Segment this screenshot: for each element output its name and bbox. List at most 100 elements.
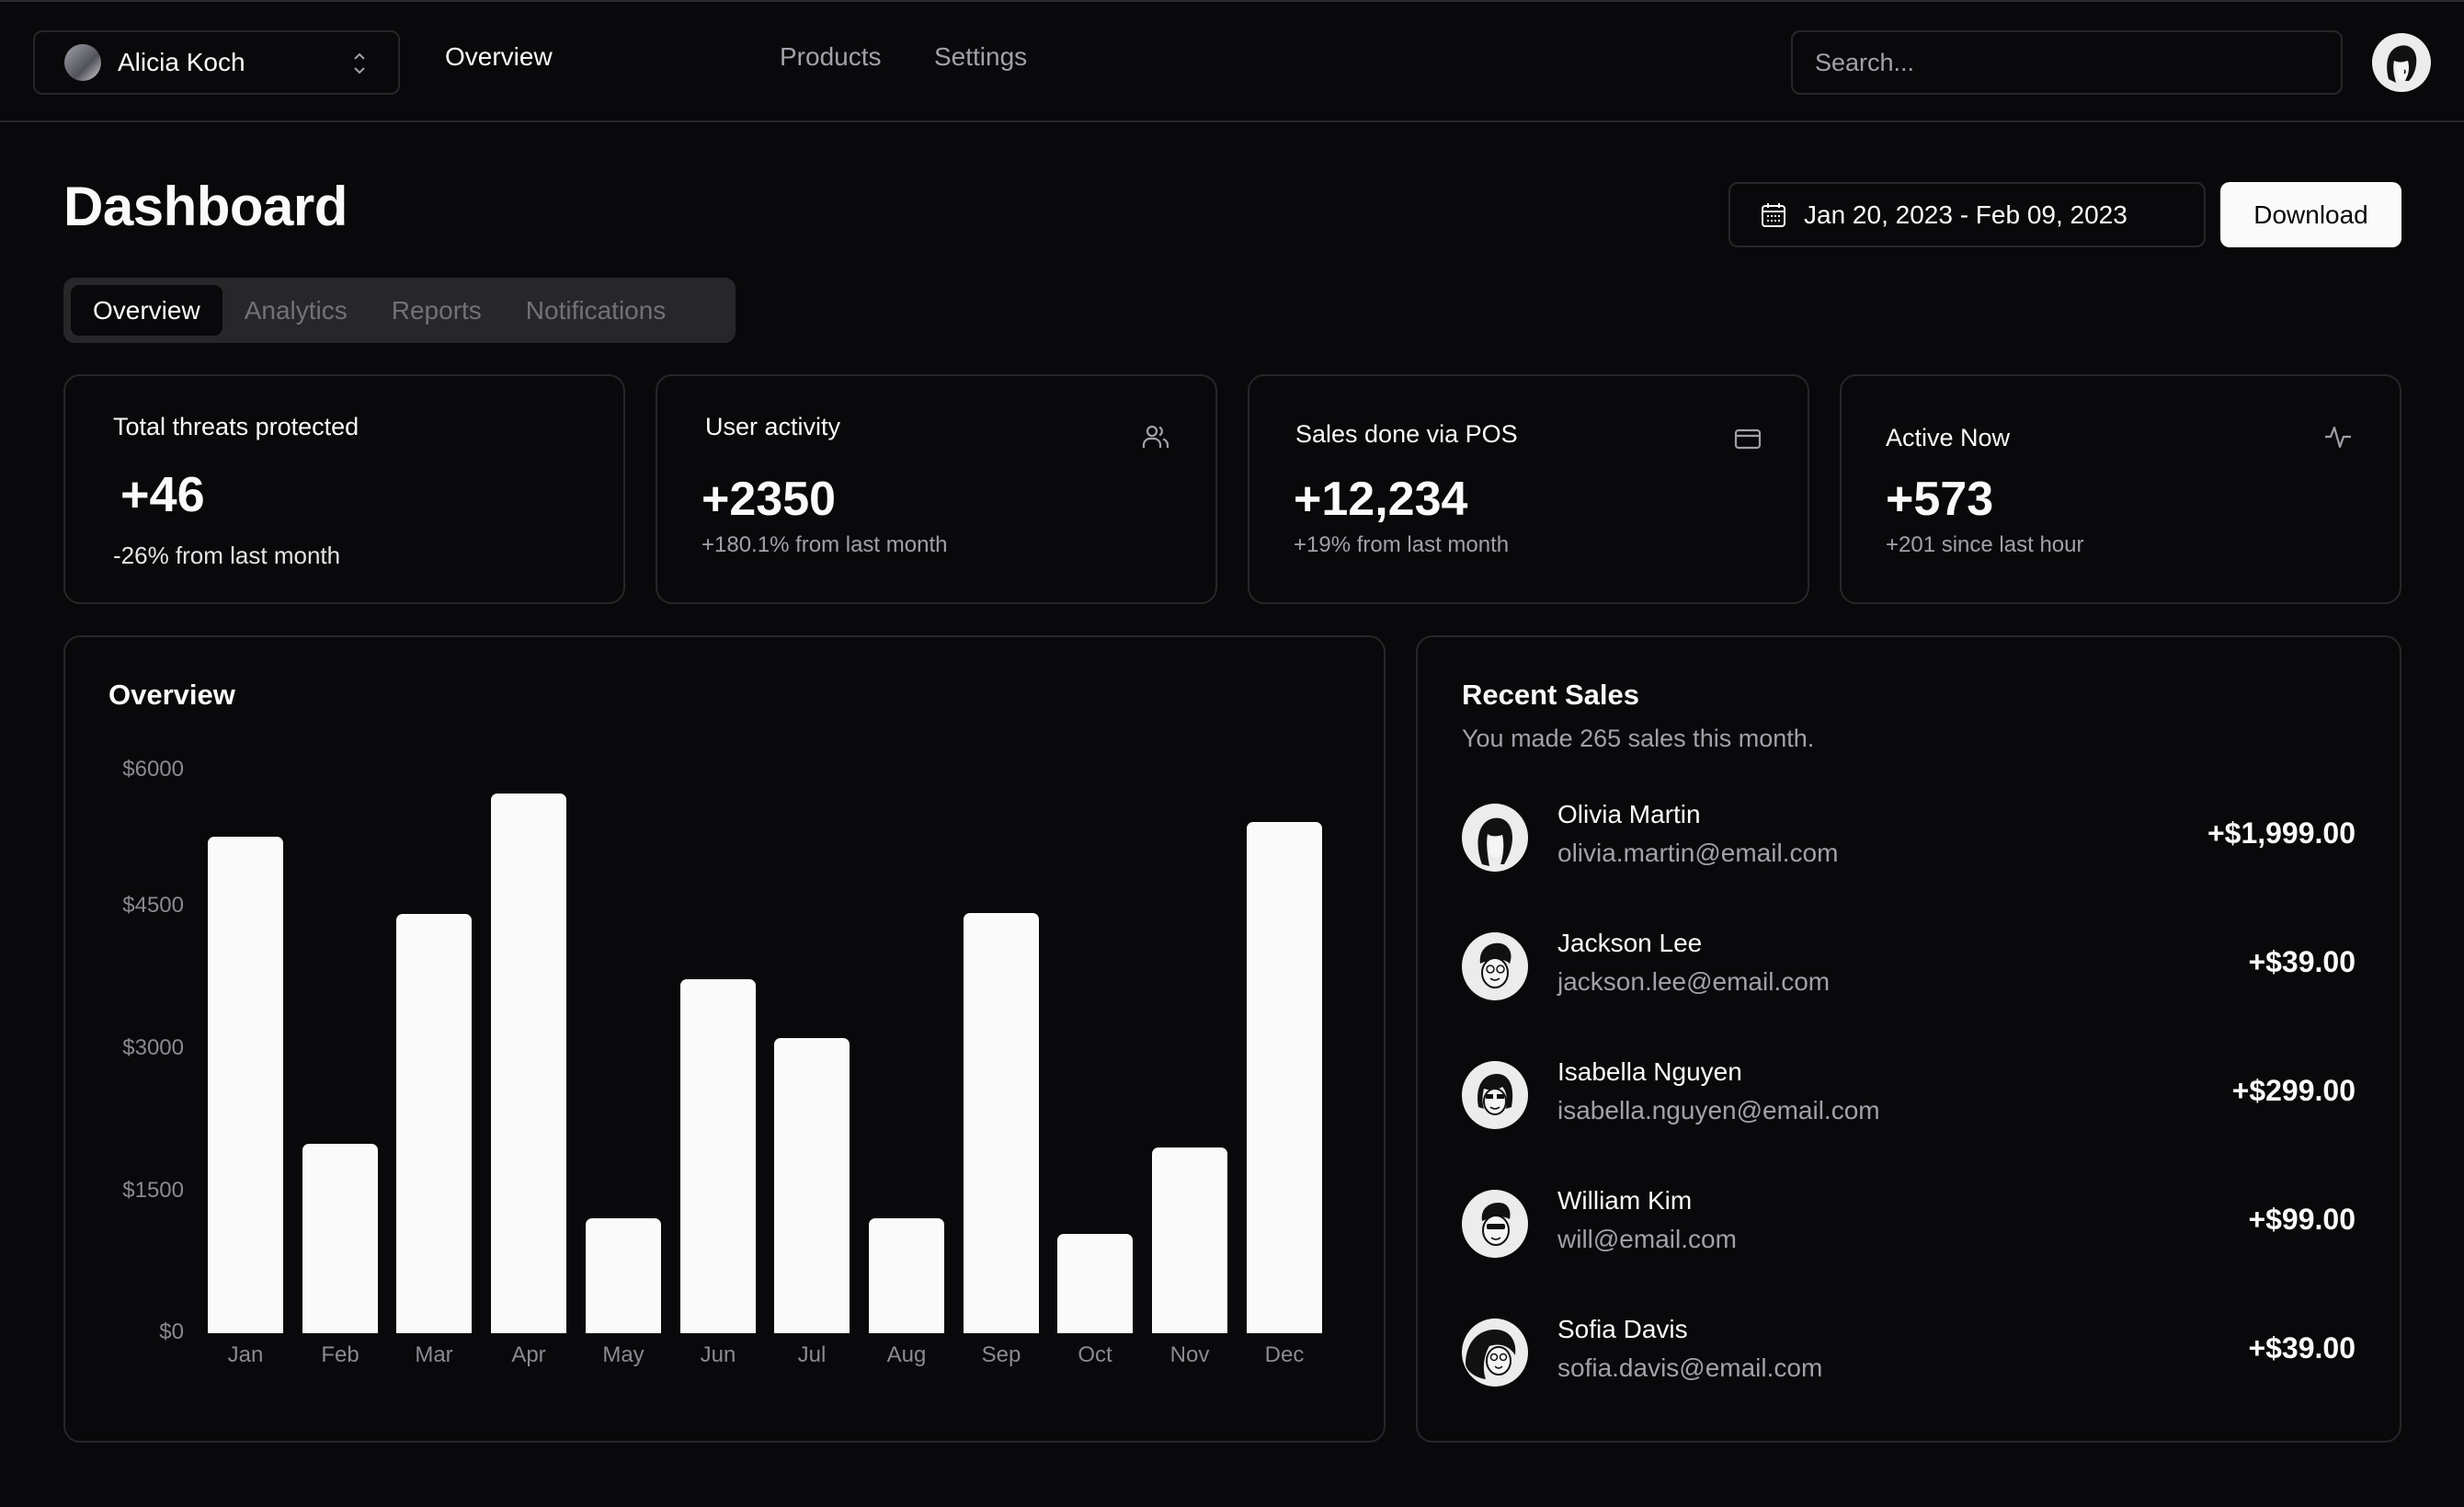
calendar-icon (1762, 202, 1785, 227)
avatar (1462, 932, 1528, 1000)
man-avatar-icon (1479, 942, 1511, 988)
users-icon (1142, 425, 1169, 448)
x-tick: Jan (227, 1342, 264, 1367)
chart-bar-aug[interactable] (869, 1218, 944, 1333)
woman-avatar-icon (1477, 1074, 1513, 1115)
sale-row: Olivia Martin olivia.martin@email.com +$… (1462, 800, 2356, 873)
stat-value: +573 (1886, 473, 1994, 526)
sale-row: Sofia Davis sofia.davis@email.com +$39.0… (1462, 1315, 2356, 1388)
stat-title: Sales done via POS (1295, 420, 1518, 448)
activity-icon (2325, 426, 2351, 449)
date-range-text: Jan 20, 2023 - Feb 09, 2023 (1804, 200, 2127, 229)
nav-link-settings[interactable]: Settings (934, 42, 1028, 71)
nav-link-overview[interactable]: Overview (445, 42, 553, 71)
x-tick: Dec (1264, 1342, 1305, 1367)
customer-email: olivia.martin@email.com (1557, 839, 1839, 867)
team-switcher[interactable]: Alicia Koch (33, 30, 400, 95)
x-tick: Oct (1078, 1342, 1112, 1367)
chart-bar-may[interactable] (586, 1218, 661, 1333)
tab-analytics[interactable]: Analytics (244, 295, 348, 325)
x-tick: Mar (415, 1342, 453, 1367)
avatar (1462, 804, 1528, 872)
download-button[interactable]: Download (2220, 182, 2401, 247)
stat-value: +46 (120, 467, 205, 522)
sale-amount: +$99.00 (2248, 1203, 2356, 1236)
tab-reports[interactable]: Reports (391, 295, 482, 325)
stat-card-pos-sales: Sales done via POS +12,234 +19% from las… (1248, 374, 1809, 604)
dashboard-tabs: Overview Analytics Reports Notifications (63, 278, 736, 343)
user-avatar-illustration-icon (2387, 45, 2417, 83)
sale-row: Isabella Nguyen isabella.nguyen@email.co… (1462, 1057, 2356, 1131)
sale-amount: +$1,999.00 (2207, 816, 2356, 850)
avatar (1462, 1319, 1528, 1387)
chart-bar-mar[interactable] (396, 914, 472, 1333)
window-top-edge (0, 0, 2464, 2)
customer-name: Jackson Lee (1557, 929, 1703, 957)
sale-row: William Kim will@email.com +$99.00 (1462, 1186, 2356, 1260)
tab-notifications[interactable]: Notifications (525, 295, 667, 325)
chart-bar-jul[interactable] (774, 1038, 850, 1333)
x-tick: Nov (1169, 1342, 1210, 1367)
y-tick: $4500 (122, 893, 184, 918)
avatar (1462, 1190, 1528, 1258)
stat-card-active-now: Active Now +573 +201 since last hour (1840, 374, 2401, 604)
y-tick: $1500 (122, 1178, 184, 1203)
sale-amount: +$299.00 (2231, 1074, 2356, 1107)
page-title: Dashboard (63, 176, 348, 237)
stat-value: +12,234 (1294, 473, 1468, 526)
customer-email: isabella.nguyen@email.com (1557, 1096, 1880, 1125)
x-tick: Apr (511, 1342, 546, 1367)
chart-bar-sep[interactable] (964, 913, 1039, 1333)
stat-card-user-activity: User activity +2350 +180.1% from last mo… (656, 374, 1217, 604)
top-navbar: Alicia Koch Overview Products Settings (0, 0, 2464, 122)
tab-overview[interactable]: Overview (71, 285, 222, 336)
woman-avatar-icon (1466, 1330, 1516, 1379)
woman-avatar-icon (1477, 817, 1513, 866)
customer-email: jackson.lee@email.com (1557, 967, 1831, 996)
stat-title: Active Now (1886, 424, 2011, 451)
stat-subtext: +201 since last hour (1886, 532, 2084, 557)
customer-name: Olivia Martin (1557, 800, 1701, 828)
chart-bar-nov[interactable] (1152, 1147, 1227, 1333)
stat-subtext: +19% from last month (1294, 532, 1510, 557)
sale-amount: +$39.00 (2248, 1331, 2356, 1364)
user-avatar[interactable] (2372, 33, 2431, 92)
overview-title: Overview (108, 679, 235, 711)
stat-value: +2350 (702, 473, 837, 526)
x-tick: May (602, 1342, 645, 1367)
search-input[interactable] (1791, 30, 2343, 95)
customer-email: will@email.com (1557, 1225, 1737, 1253)
y-tick: $6000 (122, 757, 184, 782)
avatar (1462, 1061, 1528, 1129)
x-tick: Aug (886, 1342, 927, 1367)
customer-email: sofia.davis@email.com (1557, 1353, 1823, 1382)
stat-title: User activity (705, 413, 841, 440)
stat-title: Total threats protected (113, 413, 359, 440)
sale-amount: +$39.00 (2248, 945, 2356, 978)
chart-bar-dec[interactable] (1247, 822, 1322, 1333)
stat-subtext: +180.1% from last month (702, 532, 948, 557)
chart-bar-jan[interactable] (208, 837, 283, 1333)
man-avatar-icon (1481, 1203, 1511, 1246)
chart-bar-oct[interactable] (1057, 1234, 1133, 1333)
nav-link-products[interactable]: Products (780, 42, 882, 71)
chart-bar-apr[interactable] (491, 793, 566, 1333)
x-tick: Jul (797, 1342, 827, 1367)
team-name: Alicia Koch (118, 48, 245, 76)
date-range-picker[interactable]: Jan 20, 2023 - Feb 09, 2023 (1728, 182, 2206, 247)
credit-card-icon (1734, 428, 1762, 450)
customer-name: Sofia Davis (1557, 1315, 1688, 1343)
team-avatar (64, 44, 101, 81)
recent-sales-card (1416, 635, 2401, 1443)
stat-subtext: -26% from last month (113, 542, 341, 569)
chart-bar-jun[interactable] (680, 979, 756, 1333)
chart-bar-feb[interactable] (302, 1144, 378, 1333)
x-tick: Sep (981, 1342, 1021, 1367)
x-tick: Feb (321, 1342, 359, 1367)
stat-card-threats: Total threats protected +46 -26% from la… (63, 374, 625, 604)
chevrons-up-down-icon (354, 52, 365, 74)
sale-row: Jackson Lee jackson.lee@email.com +$39.0… (1462, 929, 2356, 1002)
customer-name: William Kim (1557, 1186, 1693, 1215)
y-tick: $0 (159, 1319, 184, 1344)
y-tick: $3000 (122, 1035, 184, 1060)
